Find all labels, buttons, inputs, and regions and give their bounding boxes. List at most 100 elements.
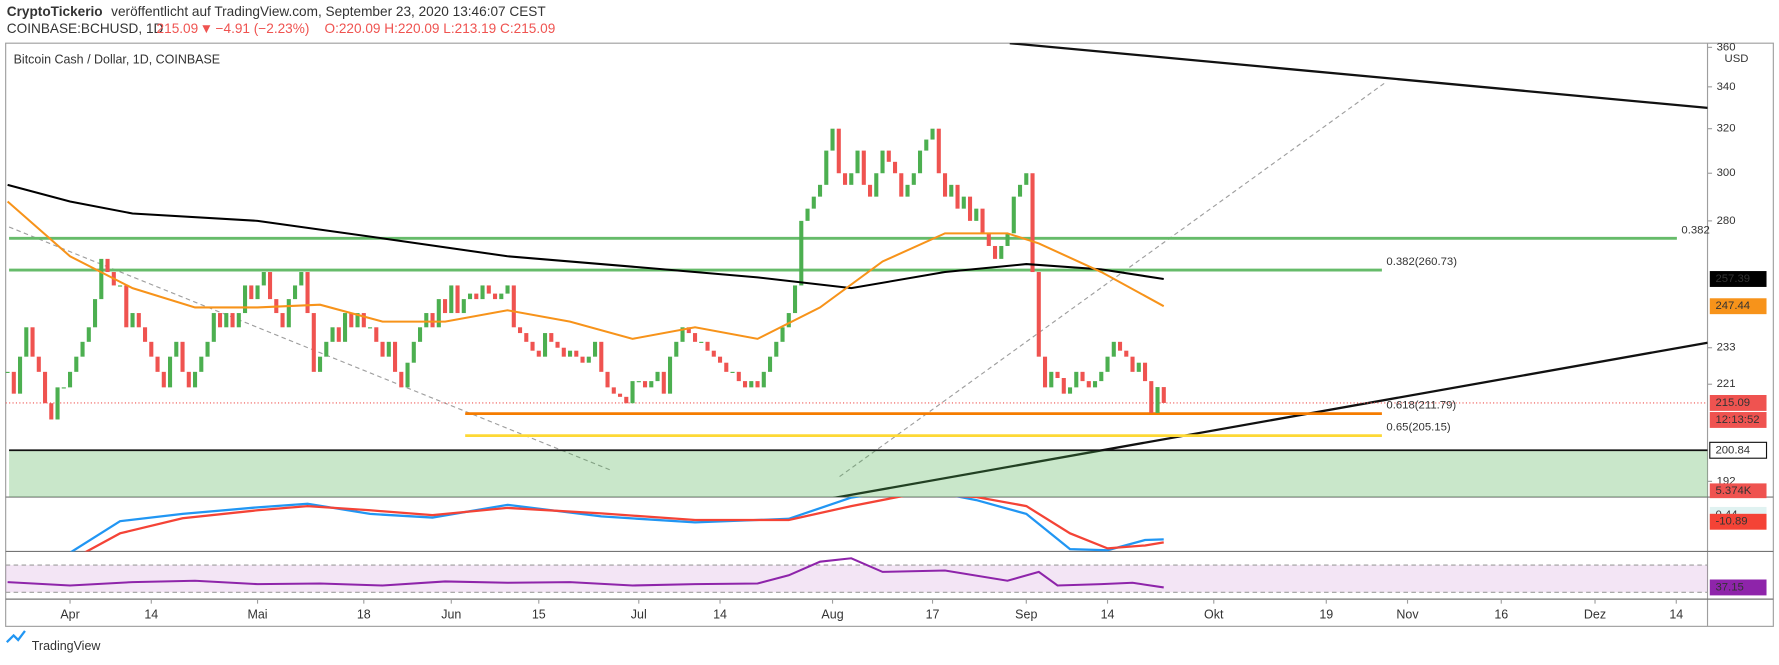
ma-price-label: 247.44 — [1715, 300, 1750, 312]
candle — [667, 356, 673, 394]
candle — [805, 208, 810, 221]
candle — [1142, 362, 1148, 382]
candle — [717, 356, 723, 363]
candle — [1136, 362, 1141, 372]
candle — [124, 285, 129, 328]
candle — [305, 272, 310, 314]
candle — [786, 313, 791, 328]
ma-price-label-box — [1709, 271, 1767, 287]
candle — [561, 347, 566, 357]
candle — [580, 356, 585, 363]
candle — [174, 341, 179, 357]
candle — [130, 313, 135, 328]
y-tick-label: 280 — [1717, 215, 1736, 227]
x-tick-label: Okt — [1204, 607, 1224, 621]
rsi-pane — [5, 557, 1708, 593]
candle — [817, 184, 823, 197]
candle — [136, 313, 141, 328]
candle — [624, 396, 629, 404]
candle — [605, 371, 610, 388]
logo — [6, 630, 26, 644]
candle — [30, 327, 35, 357]
candle — [692, 333, 698, 342]
candle — [1161, 387, 1166, 403]
candle — [861, 150, 866, 185]
ma-price-label-box — [1709, 298, 1767, 315]
macd-line — [69, 497, 1164, 552]
candle — [1055, 371, 1060, 379]
candle — [842, 173, 848, 185]
candle — [1092, 381, 1098, 388]
candle — [855, 150, 860, 174]
candle — [1067, 387, 1073, 394]
change: −4.91 (−2.23%) — [216, 21, 310, 36]
candle — [949, 184, 954, 197]
candle — [349, 313, 354, 328]
candle — [836, 128, 841, 174]
candle — [1024, 173, 1029, 185]
last-price-label-box — [1709, 395, 1767, 411]
fib-label: 0.618(211.79) — [1386, 400, 1456, 412]
level-label-box — [1709, 441, 1768, 459]
candle — [711, 350, 716, 357]
candle — [699, 341, 704, 343]
candle — [849, 173, 854, 185]
candle — [767, 356, 773, 372]
candle — [236, 313, 241, 328]
macd-label-box — [1709, 513, 1767, 530]
volume-label: 5.374K — [1715, 485, 1751, 497]
candle — [724, 362, 729, 372]
candle — [286, 299, 291, 328]
candle — [218, 313, 223, 328]
candle — [467, 293, 473, 300]
candle — [599, 341, 604, 372]
moving-average — [7, 183, 1164, 290]
symbol: COINBASE:BCHUSD, 1D — [7, 21, 164, 36]
y-tick-label: 233 — [1717, 342, 1736, 354]
candle — [205, 341, 210, 357]
candle — [642, 381, 648, 388]
candle — [492, 293, 498, 300]
footer: TradingView — [32, 639, 102, 653]
candle — [980, 208, 985, 234]
candle — [824, 150, 829, 185]
publisher: CryptoTickerio — [7, 4, 103, 19]
candle — [461, 299, 466, 314]
candle — [774, 341, 779, 357]
candle — [424, 313, 429, 328]
x-tick-label: 14 — [713, 607, 727, 621]
y-tick-label: 360 — [1717, 41, 1736, 53]
candle — [417, 327, 423, 342]
candle — [974, 208, 979, 221]
x-tick-label: Dez — [1584, 607, 1606, 621]
candle — [486, 285, 491, 294]
candle — [567, 350, 573, 357]
candle — [511, 285, 516, 328]
candle — [392, 341, 398, 372]
candle — [874, 173, 879, 197]
x-tick-label: 19 — [1319, 607, 1333, 621]
countdown-box — [1709, 412, 1767, 428]
candle — [261, 272, 266, 286]
candle — [293, 285, 298, 300]
rsi-label: 37.15 — [1715, 581, 1743, 593]
fib-label: 0.65(205.15) — [1386, 422, 1450, 434]
candle — [536, 350, 541, 357]
macd-label: -10.89 — [1715, 516, 1747, 528]
candle — [1086, 381, 1091, 388]
candle — [480, 285, 485, 300]
candle — [18, 356, 23, 394]
candle — [386, 341, 391, 357]
candle — [442, 299, 448, 314]
candle — [80, 341, 85, 357]
candle — [917, 150, 923, 174]
candle — [936, 128, 941, 174]
x-tick-label: 15 — [532, 607, 546, 621]
candle — [405, 362, 410, 388]
last-price-label: 215.09 — [1715, 397, 1750, 409]
macd-pane — [69, 497, 1164, 552]
candle — [736, 371, 741, 382]
candle — [268, 272, 273, 300]
candle — [1124, 350, 1129, 357]
candle — [530, 341, 535, 351]
